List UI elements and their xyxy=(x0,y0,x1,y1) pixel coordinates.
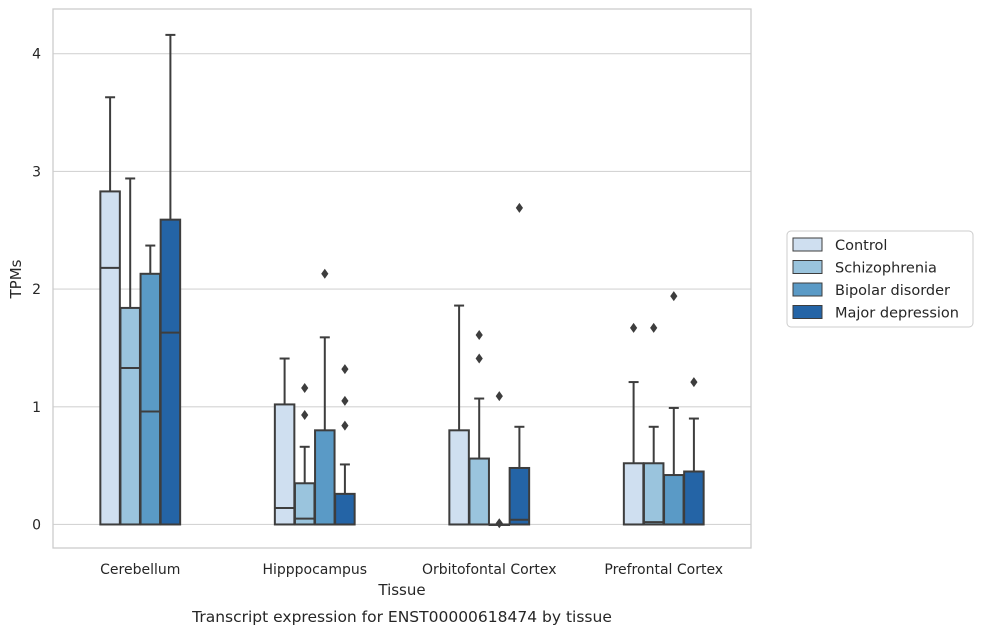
outlier-point xyxy=(341,395,349,406)
box xyxy=(508,466,531,526)
y-axis-ticks: 0 1 2 3 4 xyxy=(32,47,41,534)
box xyxy=(159,218,182,526)
outlier-point xyxy=(301,410,309,421)
box-group xyxy=(663,291,685,526)
legend-label: Control xyxy=(835,238,887,254)
outlier-point xyxy=(690,377,698,388)
boxes xyxy=(99,33,705,529)
chart-caption: Transcript expression for ENST0000061847… xyxy=(191,608,612,626)
box-group xyxy=(622,322,645,526)
outlier-point xyxy=(341,420,349,431)
box-group xyxy=(683,377,705,526)
outlier-point xyxy=(301,382,309,393)
x-tick-label: Orbitofontal Cortex xyxy=(422,562,557,578)
y-tick-label: 4 xyxy=(32,47,41,63)
outlier-point xyxy=(321,268,329,279)
plot-frame xyxy=(52,8,752,549)
y-tick-label: 2 xyxy=(32,282,41,298)
box-group xyxy=(99,96,121,526)
outlier-point xyxy=(475,329,483,340)
x-axis-ticks: Cerebellum Hipppocampus Orbitofontal Corte… xyxy=(100,562,723,578)
outlier-point xyxy=(670,291,678,302)
box xyxy=(139,272,162,526)
y-tick-label: 0 xyxy=(32,517,41,533)
legend-item: Schizophrenia xyxy=(792,260,937,277)
legend-item: Major depression xyxy=(792,305,959,322)
y-axis-label: TPMs xyxy=(7,259,25,299)
legend-item: Control xyxy=(792,237,887,254)
box-group xyxy=(642,322,665,526)
legend-label: Major depression xyxy=(835,306,959,322)
box-group xyxy=(139,244,162,526)
x-axis-label: Tissue xyxy=(377,581,425,599)
legend-item: Bipolar disorder xyxy=(792,282,950,299)
x-tick-label: Hipppocampus xyxy=(262,562,367,578)
x-tick-label: Cerebellum xyxy=(100,562,180,578)
outlier-point xyxy=(515,202,523,213)
box-group xyxy=(159,33,182,526)
box xyxy=(119,306,141,526)
legend-label: Schizophrenia xyxy=(835,261,937,277)
legend-frame xyxy=(786,230,974,328)
box xyxy=(334,492,356,526)
box xyxy=(468,457,490,526)
outlier-point xyxy=(495,391,503,402)
box xyxy=(642,462,665,526)
legend-swatch xyxy=(792,305,823,319)
box-group xyxy=(448,304,470,526)
legend: Control Schizophrenia Bipolar disorder Majo… xyxy=(786,230,974,328)
legend-swatch xyxy=(792,260,823,274)
box xyxy=(663,474,685,526)
outlier-point xyxy=(341,364,349,375)
outlier-point xyxy=(650,322,658,333)
box-group xyxy=(334,364,356,526)
y-tick-label: 3 xyxy=(32,164,41,180)
box xyxy=(99,190,121,526)
box xyxy=(273,403,296,526)
box-group xyxy=(293,382,316,526)
box-group xyxy=(314,268,336,526)
outlier-point xyxy=(630,322,638,333)
box-group xyxy=(273,357,296,526)
legend-label: Bipolar disorder xyxy=(835,283,950,299)
legend-swatch xyxy=(792,237,823,252)
x-tick-label: Prefrontal Cortex xyxy=(604,562,723,578)
outlier-point xyxy=(495,518,503,529)
box-group xyxy=(468,329,490,526)
box-group xyxy=(119,177,141,526)
box xyxy=(314,429,336,526)
y-tick-label: 1 xyxy=(32,400,41,416)
box xyxy=(622,462,645,526)
legend-swatch xyxy=(792,282,823,297)
box xyxy=(683,470,705,526)
box xyxy=(448,429,470,526)
box-group xyxy=(508,202,531,526)
outlier-point xyxy=(475,353,483,364)
box-group xyxy=(488,391,511,529)
